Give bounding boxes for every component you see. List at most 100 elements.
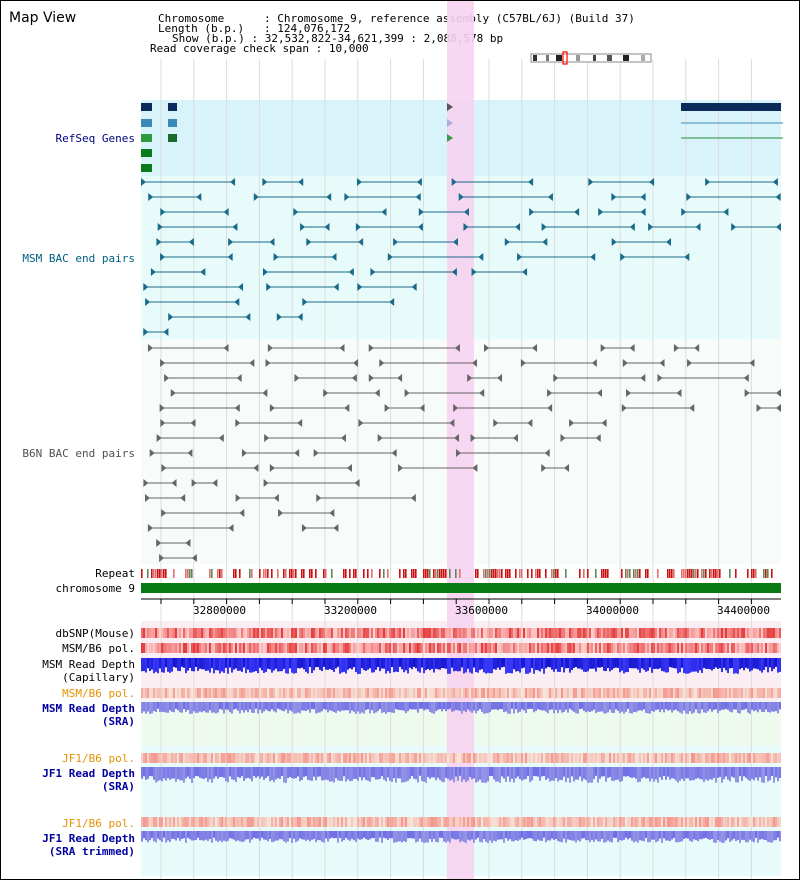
polymorphism-cell <box>639 628 641 638</box>
msm-bac-pair-end <box>387 253 393 261</box>
polymorphism-cell <box>393 753 395 763</box>
read-depth-bar <box>409 767 411 779</box>
read-depth-bar <box>567 658 569 669</box>
polymorphism-cell <box>341 643 343 653</box>
polymorphism-cell <box>437 628 439 638</box>
read-depth-bar <box>439 702 441 710</box>
b6n-bac-pair-end <box>454 344 460 352</box>
refseq-gene <box>681 103 781 111</box>
polymorphism-cell <box>647 628 649 638</box>
jf1-read-depth-trimmed-label[interactable]: JF1 Read Depth <box>42 832 135 845</box>
read-depth-bar <box>277 831 279 841</box>
polymorphism-cell <box>491 643 493 653</box>
msm-read-depth-capillary-label[interactable]: MSM Read Depth <box>42 658 135 671</box>
polymorphism-cell <box>301 643 303 653</box>
polymorphism-cell <box>225 817 227 827</box>
dbsnp-label[interactable]: dbSNP(Mouse) <box>55 627 135 640</box>
read-depth-bar <box>383 658 385 669</box>
polymorphism-cell <box>255 688 257 698</box>
read-depth-bar <box>441 831 443 838</box>
read-depth-bar <box>589 702 591 712</box>
read-depth-bar <box>573 702 575 712</box>
polymorphism-cell <box>541 643 543 653</box>
polymorphism-cell <box>743 643 745 653</box>
read-depth-bar <box>597 702 599 712</box>
read-depth-bar <box>333 658 335 672</box>
read-depth-bar <box>425 831 427 843</box>
polymorphism-cell <box>337 817 339 827</box>
polymorphism-cell <box>287 628 289 638</box>
jf1-b6-pol-label[interactable]: JF1/B6 pol. <box>62 752 135 765</box>
polymorphism-cell <box>295 688 297 698</box>
read-depth-bar <box>247 831 249 840</box>
polymorphism-cell <box>567 628 569 638</box>
read-depth-bar <box>691 831 693 842</box>
read-depth-bar <box>717 767 719 778</box>
polymorphism-cell <box>455 753 457 763</box>
view-title: Map View <box>9 10 77 26</box>
polymorphism-cell <box>245 643 247 653</box>
read-depth-bar <box>337 702 339 711</box>
read-depth-bar <box>205 831 207 840</box>
msm-b6-pol-sra-label[interactable]: MSM/B6 pol. <box>62 687 135 700</box>
read-depth-bar <box>195 831 197 841</box>
read-depth-bar <box>595 658 597 672</box>
polymorphism-cell <box>355 817 357 827</box>
polymorphism-cell <box>509 628 511 638</box>
read-depth-bar <box>141 767 143 779</box>
b6n-bac-end-pairs-label[interactable]: B6N BAC end pairs <box>22 447 135 460</box>
read-depth-bar <box>701 702 703 710</box>
polymorphism-cell <box>647 817 649 827</box>
read-depth-bar <box>371 831 373 838</box>
polymorphism-cell <box>653 643 655 653</box>
polymorphism-cell <box>183 628 185 638</box>
refseq-genes-label[interactable]: RefSeq Genes <box>55 132 135 145</box>
msm-b6-pol-label[interactable]: MSM/B6 pol. <box>62 642 135 655</box>
polymorphism-cell <box>223 643 225 653</box>
repeat-element <box>173 569 175 578</box>
read-depth-bar <box>143 702 145 712</box>
msm-bac-end-pairs-label[interactable]: MSM BAC end pairs <box>22 252 135 265</box>
polymorphism-cell <box>183 688 185 698</box>
read-depth-bar <box>563 831 565 839</box>
b6n-bac-pair-end <box>170 389 176 397</box>
polymorphism-cell <box>557 643 559 653</box>
polymorphism-cell <box>609 688 611 698</box>
repeat-element <box>309 569 311 578</box>
polymorphism-cell <box>591 688 593 698</box>
read-depth-bar <box>383 767 385 780</box>
polymorphism-cell <box>755 753 757 763</box>
polymorphism-cell <box>539 628 541 638</box>
polymorphism-cell <box>443 628 445 638</box>
repeat-element <box>291 569 293 578</box>
polymorphism-cell <box>579 628 581 638</box>
polymorphism-cell <box>263 753 265 763</box>
b6n-bac-pair-end <box>749 359 755 367</box>
polymorphism-cell <box>281 817 283 827</box>
polymorphism-cell <box>709 817 711 827</box>
repeat-element <box>489 569 491 578</box>
polymorphism-cell <box>575 643 577 653</box>
msm-read-depth-sra-label[interactable]: MSM Read Depth <box>42 702 135 715</box>
read-depth-bar <box>659 767 661 778</box>
read-depth-bar <box>527 767 529 776</box>
read-depth-bar <box>251 831 253 840</box>
read-depth-bar <box>365 658 367 671</box>
jf1-b6-pol-trimmed-label[interactable]: JF1/B6 pol. <box>62 817 135 830</box>
read-depth-bar <box>541 767 543 777</box>
polymorphism-cell <box>537 628 539 638</box>
read-depth-bar <box>463 702 465 711</box>
polymorphism-cell <box>685 688 687 698</box>
read-depth-bar <box>557 658 559 672</box>
polymorphism-cell <box>743 628 745 638</box>
polymorphism-cell <box>141 817 143 827</box>
polymorphism-cell <box>263 643 265 653</box>
read-depth-bar <box>367 702 369 710</box>
b6n-bac-pair-end <box>323 389 329 397</box>
read-depth-bar <box>357 831 359 839</box>
jf1-read-depth-sra-label[interactable]: JF1 Read Depth <box>42 767 135 780</box>
polymorphism-cell <box>469 753 471 763</box>
repeat-element <box>259 569 261 578</box>
b6n-bac-pair-end <box>694 344 700 352</box>
